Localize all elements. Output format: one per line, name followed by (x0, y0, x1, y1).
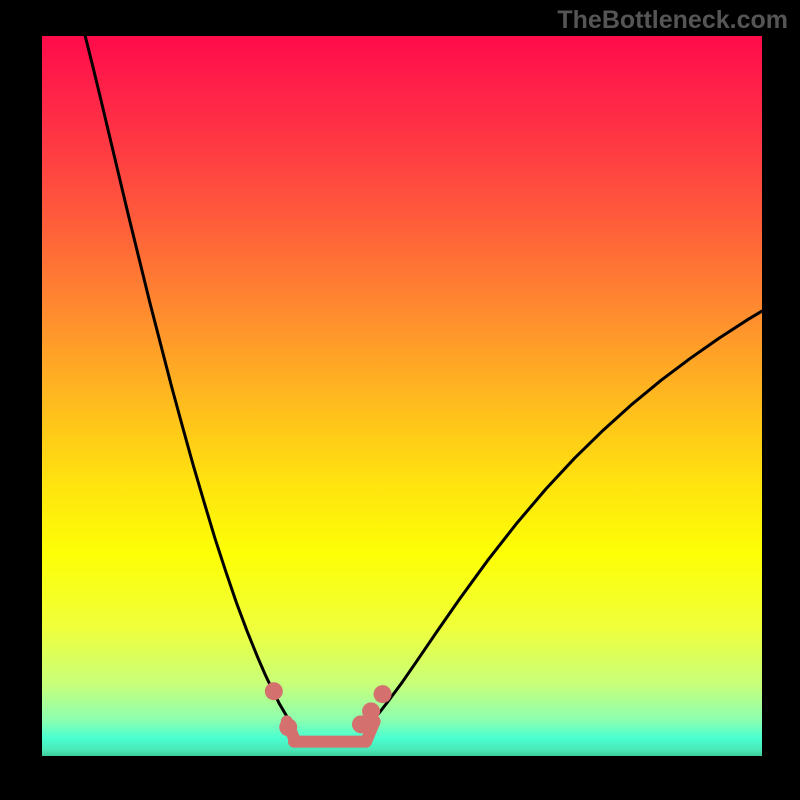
plot-background (42, 36, 762, 756)
watermark-text: TheBottleneck.com (557, 6, 788, 35)
trough-marker (362, 702, 380, 720)
trough-marker (374, 685, 392, 703)
trough-marker (279, 718, 297, 736)
trough-marker (265, 682, 283, 700)
chart-canvas (0, 0, 800, 800)
